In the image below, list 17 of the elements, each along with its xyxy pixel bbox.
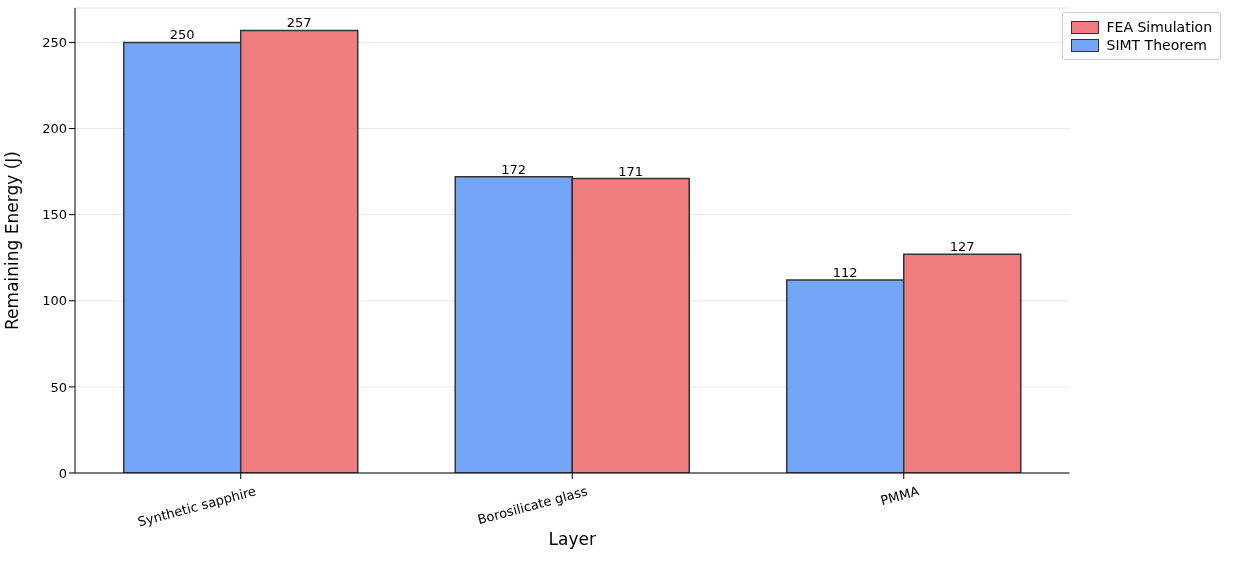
data-label: 250 (169, 27, 195, 43)
legend-label: FEA Simulation (1106, 19, 1212, 35)
data-label: 257 (286, 15, 312, 31)
data-label: 171 (618, 163, 644, 179)
x-tick-label: PMMA (878, 483, 921, 509)
y-tick-label: 200 (42, 121, 67, 137)
data-label: 112 (832, 265, 858, 281)
y-tick-label: 0 (58, 465, 67, 481)
y-tick-label: 50 (50, 379, 67, 395)
y-tick-label: 100 (42, 293, 67, 309)
x-axis-title: Layer (548, 529, 596, 549)
data-label: 127 (949, 239, 975, 255)
legend-label: SIMT Theorem (1106, 37, 1207, 53)
y-tick-label: 150 (42, 207, 67, 223)
y-tick-label: 250 (42, 35, 67, 51)
y-axis-title: Remaining Energy (J) (2, 151, 23, 330)
data-label: 172 (501, 161, 527, 177)
